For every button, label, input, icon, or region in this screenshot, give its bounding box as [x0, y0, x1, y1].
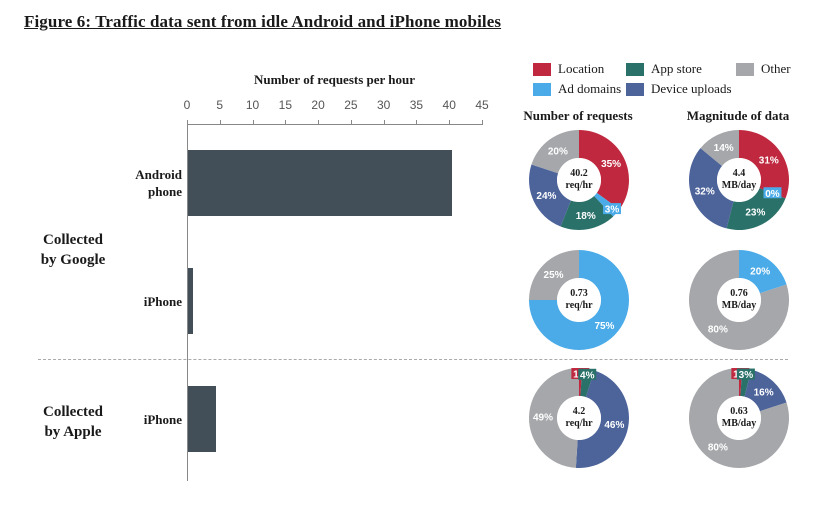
- x-tick-mark: [219, 120, 221, 125]
- svg-text:23%: 23%: [745, 208, 765, 219]
- svg-text:75%: 75%: [594, 321, 614, 332]
- y-axis-line: [187, 124, 188, 481]
- x-tick-mark: [482, 120, 483, 125]
- group-label-apple: Collected by Apple: [43, 404, 103, 440]
- column-title-requests: Number of requests: [523, 108, 633, 123]
- donut-android-requests: 35% 3% 18% 24% 20%: [529, 130, 629, 230]
- donut-center-iphone-apple-data: 0.63 MB/day: [721, 406, 757, 429]
- svg-text:3%: 3%: [605, 205, 620, 216]
- donut-iphone-google-requests: 75% 25%: [529, 250, 629, 350]
- legend-swatch-app-store: [626, 62, 644, 76]
- x-tick-label: 45: [475, 98, 489, 112]
- svg-text:4%: 4%: [580, 370, 595, 381]
- svg-text:0%: 0%: [765, 189, 780, 200]
- x-tick-label: 15: [278, 98, 292, 112]
- svg-text:14%: 14%: [714, 143, 734, 154]
- svg-text:20%: 20%: [548, 146, 568, 157]
- category-label-android: Android phone: [135, 167, 182, 199]
- svg-text:24%: 24%: [536, 191, 556, 202]
- svg-text:31%: 31%: [759, 155, 779, 166]
- x-axis-line: [187, 124, 482, 125]
- x-tick-mark: [350, 120, 352, 125]
- legend-other: Other: [736, 61, 791, 77]
- donut-center-iphone-google-data: 0.76 MB/day: [721, 288, 757, 311]
- x-tick-mark: [416, 120, 418, 125]
- svg-text:80%: 80%: [708, 325, 728, 336]
- figure-title: Figure 6: Traffic data sent from idle An…: [24, 12, 502, 31]
- legend-ad-domains: Ad domains: [533, 81, 621, 97]
- column-title-magnitude: Magnitude of data: [686, 108, 790, 123]
- x-tick-mark: [187, 120, 188, 125]
- svg-text:16%: 16%: [754, 387, 774, 398]
- x-tick-label: 5: [216, 98, 224, 112]
- bar-iphone-apple: [188, 386, 216, 452]
- donut-center-iphone-google-requests: 0.73 req/hr: [565, 288, 593, 311]
- x-tick-mark: [449, 120, 451, 125]
- bar-axis-title: Number of requests per hour: [253, 72, 416, 87]
- group-label-google: Collected by Google: [40, 232, 106, 268]
- svg-text:3%: 3%: [739, 370, 754, 381]
- x-tick-mark: [252, 120, 254, 125]
- legend-swatch-location: [533, 62, 551, 76]
- legend-app-store: App store: [626, 61, 702, 77]
- bar-iphone-google: [188, 268, 193, 334]
- donut-android-data: 31% 0% 23% 32% 14%: [689, 130, 789, 230]
- legend-swatch-ad-domains: [533, 82, 551, 96]
- svg-text:25%: 25%: [544, 270, 564, 281]
- category-label-iphone-apple: iPhone: [143, 412, 182, 427]
- bar-android-google: [188, 150, 452, 216]
- svg-text:18%: 18%: [576, 211, 596, 222]
- x-tick-mark: [383, 120, 385, 125]
- svg-text:20%: 20%: [750, 266, 770, 277]
- x-tick-mark: [318, 120, 320, 125]
- legend-device-uploads: Device uploads: [626, 81, 732, 97]
- x-tick-label: 30: [376, 98, 391, 112]
- category-label-iphone-google: iPhone: [143, 294, 182, 309]
- donut-iphone-apple-requests: 1%4%46%49%: [529, 368, 629, 468]
- donut-iphone-apple-data: 1%3%16%80%: [689, 368, 789, 468]
- x-tick-label: 0: [183, 98, 191, 112]
- donut-center-android-requests: 40.2 req/hr: [565, 168, 593, 191]
- svg-text:32%: 32%: [695, 187, 715, 198]
- svg-text:49%: 49%: [533, 412, 553, 423]
- svg-text:80%: 80%: [708, 443, 728, 454]
- donut-center-iphone-apple-requests: 4.2 req/hr: [565, 406, 593, 429]
- donut-iphone-google-data: 20% 80%: [689, 250, 789, 350]
- x-tick-mark: [285, 120, 287, 125]
- legend-location: Location: [533, 61, 604, 77]
- donut-center-android-data: 4.4 MB/day: [721, 168, 757, 191]
- x-tick-label: 35: [409, 98, 424, 112]
- x-tick-label: 25: [344, 98, 358, 112]
- x-tick-label: 40: [442, 98, 456, 112]
- legend-swatch-device-uploads: [626, 82, 644, 96]
- svg-text:35%: 35%: [601, 159, 621, 170]
- x-tick-label: 10: [245, 98, 260, 112]
- svg-text:46%: 46%: [604, 420, 624, 431]
- x-tick-label: 20: [311, 98, 325, 112]
- group-divider: [38, 359, 788, 360]
- legend-swatch-other: [736, 62, 754, 76]
